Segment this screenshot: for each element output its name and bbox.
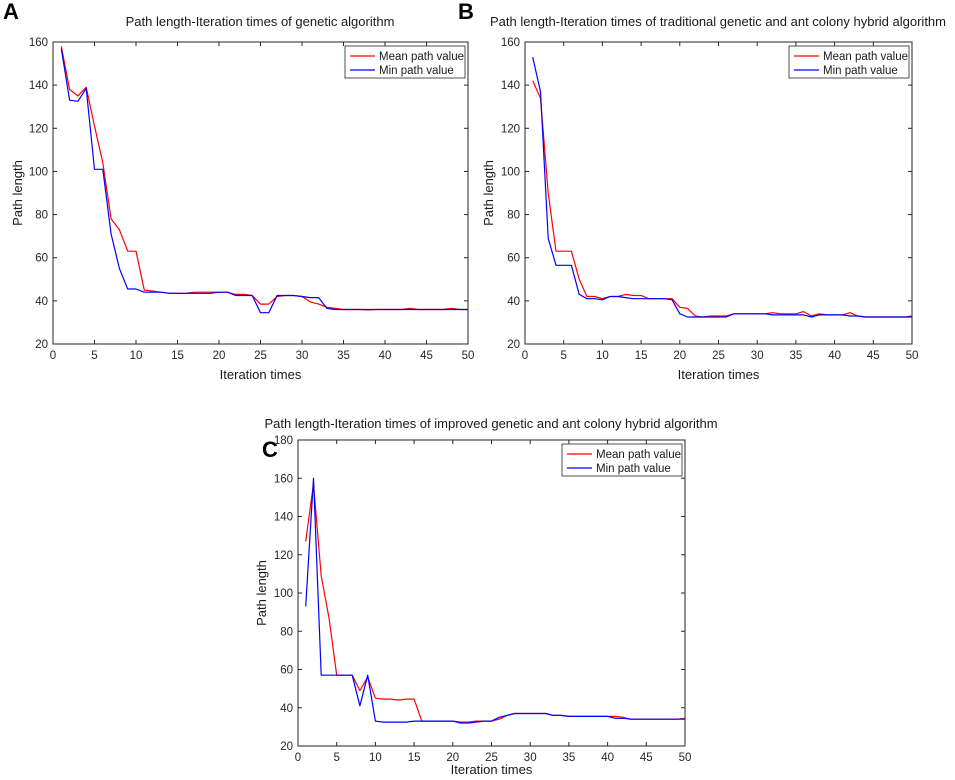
panel-letter: A <box>3 0 19 24</box>
x-tick-label: 15 <box>408 752 421 764</box>
x-axis-label: Iteration times <box>678 367 760 382</box>
chart-panel-a: A Path length-Iteration times of genetic … <box>3 0 474 382</box>
panel-letter: C <box>262 437 278 462</box>
x-tick-label: 50 <box>679 752 692 764</box>
series-line-min-path <box>60 48 468 314</box>
y-tick-label: 60 <box>507 253 520 265</box>
y-tick-label: 140 <box>501 80 520 92</box>
panel-letter: B <box>458 0 474 24</box>
x-tick-label: 40 <box>379 350 392 362</box>
y-tick-label: 20 <box>280 741 293 753</box>
x-tick-label: 10 <box>130 350 143 362</box>
series-line-min-path <box>532 56 912 318</box>
x-tick-label: 0 <box>295 752 301 764</box>
chart-title: Path length-Iteration times of improved … <box>264 416 717 431</box>
y-tick-label: 100 <box>501 166 520 178</box>
x-tick-label: 45 <box>867 350 880 362</box>
legend-box <box>561 443 683 477</box>
x-tick-label: 50 <box>906 350 919 362</box>
x-tick-label: 50 <box>462 350 475 362</box>
legend-box <box>788 45 910 79</box>
y-tick-label: 60 <box>35 253 48 265</box>
x-tick-label: 30 <box>296 350 309 362</box>
chart-title: Path length-Iteration times of tradition… <box>490 14 946 29</box>
x-tick-label: 20 <box>213 350 226 362</box>
legend-box <box>344 45 466 79</box>
x-tick-label: 45 <box>640 752 653 764</box>
plot-area <box>524 41 913 345</box>
y-tick-label: 20 <box>507 339 520 351</box>
y-tick-label: 60 <box>280 665 293 677</box>
legend-label: Min path value <box>379 65 454 77</box>
y-axis-label: Path length <box>10 160 25 226</box>
x-tick-label: 40 <box>828 350 841 362</box>
x-tick-label: 15 <box>635 350 648 362</box>
y-tick-label: 120 <box>501 123 520 135</box>
x-axis-label: Iteration times <box>451 762 533 777</box>
series-line-mean-path <box>532 80 913 318</box>
y-tick-label: 40 <box>507 296 520 308</box>
y-tick-label: 160 <box>274 473 293 485</box>
y-tick-label: 80 <box>280 626 293 638</box>
x-tick-label: 35 <box>337 350 350 362</box>
x-tick-label: 35 <box>790 350 803 362</box>
y-axis-label: Path length <box>481 160 496 226</box>
chart-panel-b: B Path length-Iteration times of traditio… <box>458 0 946 382</box>
x-tick-label: 40 <box>601 752 614 764</box>
legend-label: Min path value <box>823 65 898 77</box>
y-tick-label: 120 <box>29 123 48 135</box>
legend: Mean path value Min path value <box>344 45 466 79</box>
y-tick-label: 140 <box>29 80 48 92</box>
legend: Mean path value Min path value <box>561 443 683 477</box>
x-tick-label: 20 <box>673 350 686 362</box>
y-tick-label: 40 <box>280 703 293 715</box>
series-line-min-path <box>305 477 685 724</box>
y-axis-label: Path length <box>254 560 269 626</box>
x-tick-label: 5 <box>560 350 566 362</box>
y-tick-label: 160 <box>501 37 520 49</box>
y-tick-label: 20 <box>35 339 48 351</box>
x-tick-label: 30 <box>751 350 764 362</box>
plot-area <box>297 439 686 747</box>
x-tick-label: 15 <box>171 350 184 362</box>
x-tick-label: 10 <box>369 752 382 764</box>
y-tick-label: 100 <box>29 166 48 178</box>
legend-label: Mean path value <box>596 449 681 461</box>
y-tick-label: 140 <box>274 512 293 524</box>
y-tick-label: 180 <box>274 435 293 447</box>
x-tick-label: 35 <box>563 752 576 764</box>
y-tick-label: 80 <box>35 210 48 222</box>
x-tick-label: 45 <box>420 350 433 362</box>
x-tick-label: 25 <box>712 350 725 362</box>
y-tick-label: 80 <box>507 210 520 222</box>
chart-panel-c: C Path length-Iteration times of improved… <box>254 416 718 777</box>
x-tick-label: 30 <box>524 752 537 764</box>
y-tick-label: 120 <box>274 550 293 562</box>
x-tick-label: 5 <box>333 752 339 764</box>
y-tick-label: 40 <box>35 296 48 308</box>
x-tick-label: 25 <box>254 350 267 362</box>
legend: Mean path value Min path value <box>788 45 910 79</box>
x-tick-label: 10 <box>596 350 609 362</box>
x-axis-label: Iteration times <box>220 367 302 382</box>
x-tick-label: 25 <box>485 752 498 764</box>
chart-title: Path length-Iteration times of genetic a… <box>126 14 395 29</box>
legend-label: Mean path value <box>823 51 908 63</box>
x-tick-label: 20 <box>446 752 459 764</box>
legend-label: Mean path value <box>379 51 464 63</box>
legend-label: Min path value <box>596 463 671 475</box>
x-tick-label: 5 <box>91 350 97 362</box>
y-tick-label: 160 <box>29 37 48 49</box>
y-tick-label: 100 <box>274 588 293 600</box>
x-tick-label: 0 <box>50 350 56 362</box>
plot-area <box>52 41 469 345</box>
x-tick-label: 0 <box>522 350 528 362</box>
